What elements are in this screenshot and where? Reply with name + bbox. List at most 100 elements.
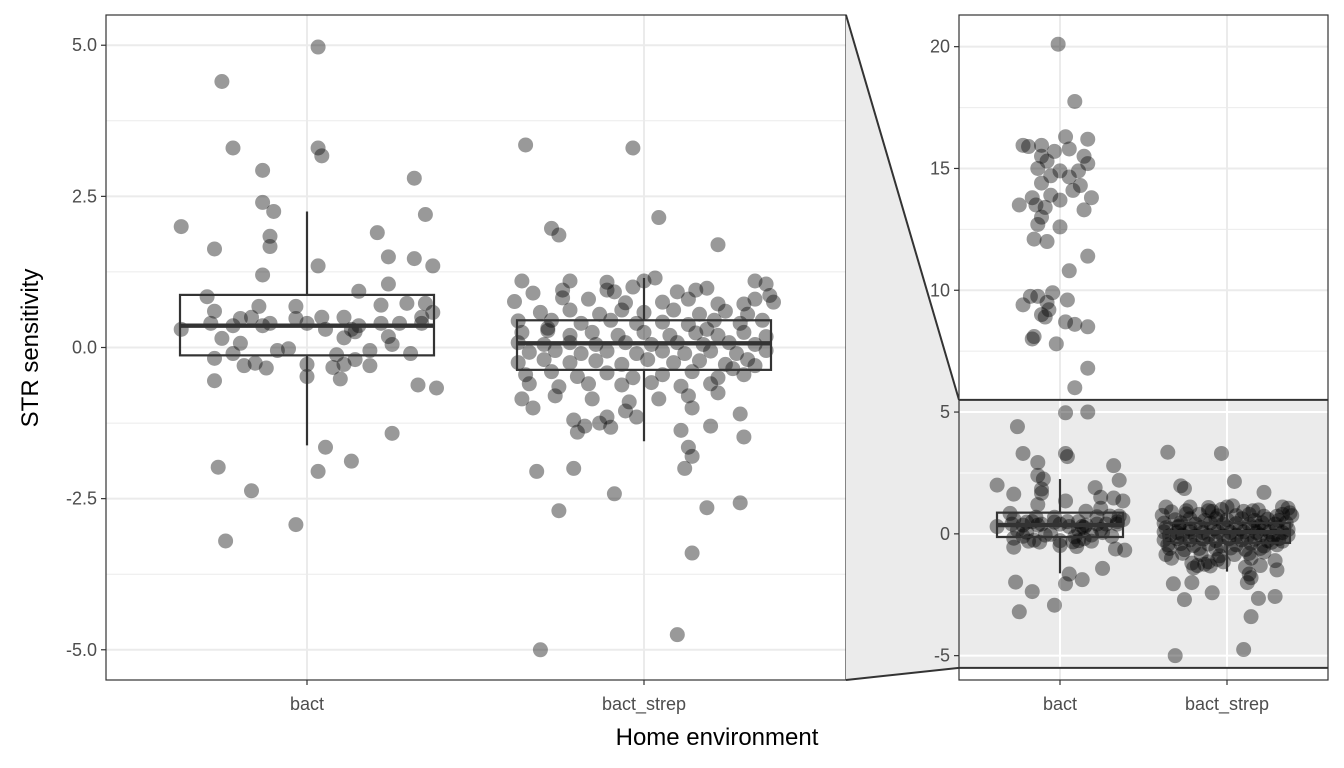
data-point	[1271, 512, 1287, 528]
data-point	[1024, 190, 1040, 206]
data-point	[1083, 190, 1099, 206]
data-point	[1080, 360, 1096, 376]
data-point	[566, 412, 582, 428]
data-point	[1034, 137, 1049, 153]
data-point	[1208, 541, 1224, 557]
data-point	[1078, 503, 1094, 519]
data-point	[1193, 547, 1209, 563]
y-tick-label: 0	[940, 524, 950, 544]
data-point	[310, 258, 326, 274]
data-point	[1067, 380, 1083, 396]
data-point	[684, 364, 700, 380]
data-point	[199, 289, 215, 305]
data-point	[225, 140, 241, 156]
data-point	[1238, 541, 1253, 557]
data-point	[288, 517, 304, 533]
data-point	[736, 324, 752, 340]
data-point	[688, 325, 704, 341]
data-point	[1026, 329, 1042, 345]
data-point	[232, 335, 248, 351]
data-point	[562, 302, 578, 318]
data-point	[643, 375, 659, 391]
data-point	[577, 418, 593, 434]
data-point	[336, 356, 352, 372]
data-point	[614, 377, 630, 393]
data-point	[1243, 570, 1259, 586]
zoom-connector-line-top	[845, 14, 960, 401]
data-point	[288, 310, 304, 326]
y-tick-label: 15	[930, 158, 950, 178]
data-point	[1186, 560, 1202, 576]
data-point	[1043, 187, 1059, 203]
data-point	[429, 380, 444, 396]
data-point	[207, 350, 222, 366]
data-point	[1106, 490, 1122, 506]
data-point	[729, 346, 744, 362]
data-point	[1030, 497, 1046, 513]
data-point	[1034, 148, 1049, 164]
data-point	[655, 314, 670, 330]
data-point	[1041, 302, 1057, 318]
data-point	[1243, 550, 1259, 566]
data-point	[1210, 508, 1226, 524]
data-point	[551, 503, 567, 519]
data-point	[1117, 542, 1133, 558]
data-point	[514, 324, 530, 340]
data-point	[343, 453, 359, 469]
data-point	[1275, 533, 1290, 549]
data-point	[1238, 559, 1253, 575]
data-point	[203, 315, 219, 331]
data-point	[1226, 473, 1242, 489]
data-point	[310, 463, 326, 479]
data-point	[1083, 527, 1099, 543]
data-point	[392, 315, 407, 331]
data-point	[1213, 501, 1229, 517]
data-point	[310, 39, 326, 55]
data-point	[336, 309, 352, 325]
zoom-connector-line-bottom	[845, 666, 960, 681]
data-point	[373, 315, 389, 331]
data-point	[1241, 566, 1257, 582]
data-point	[1058, 314, 1074, 330]
data-point	[569, 424, 585, 440]
data-point	[1250, 590, 1266, 606]
x-tick-label: bact	[290, 694, 324, 714]
data-point	[255, 162, 271, 178]
data-point	[1173, 478, 1189, 494]
data-point	[232, 310, 248, 326]
data-point	[662, 327, 678, 343]
data-point	[1083, 533, 1099, 549]
data-point	[314, 309, 330, 325]
data-point	[1158, 499, 1174, 515]
data-point	[581, 291, 596, 307]
data-point	[525, 285, 541, 301]
data-point	[1080, 248, 1096, 264]
data-point	[1006, 539, 1022, 555]
data-point	[684, 448, 700, 464]
data-point	[1269, 537, 1285, 553]
data-point	[666, 302, 682, 318]
data-point	[318, 439, 333, 455]
data-point	[1011, 197, 1027, 213]
data-point	[1030, 454, 1046, 470]
data-point	[1164, 550, 1179, 566]
y-tick-label: 2.5	[72, 186, 97, 206]
data-point	[1080, 319, 1096, 335]
data-point	[758, 343, 774, 359]
data-point	[1039, 234, 1055, 250]
data-point	[1067, 93, 1083, 109]
data-point	[618, 295, 633, 311]
data-point	[1197, 512, 1213, 528]
data-point	[1267, 516, 1283, 532]
data-point	[1191, 540, 1207, 556]
data-point	[251, 298, 267, 314]
data-point	[640, 352, 656, 368]
data-point	[1191, 506, 1207, 522]
data-point	[1256, 544, 1272, 560]
data-point	[1034, 209, 1049, 225]
data-point	[547, 388, 563, 404]
data-point	[699, 500, 715, 516]
data-point	[732, 495, 748, 511]
data-point	[1252, 540, 1268, 556]
data-point	[1028, 197, 1044, 213]
